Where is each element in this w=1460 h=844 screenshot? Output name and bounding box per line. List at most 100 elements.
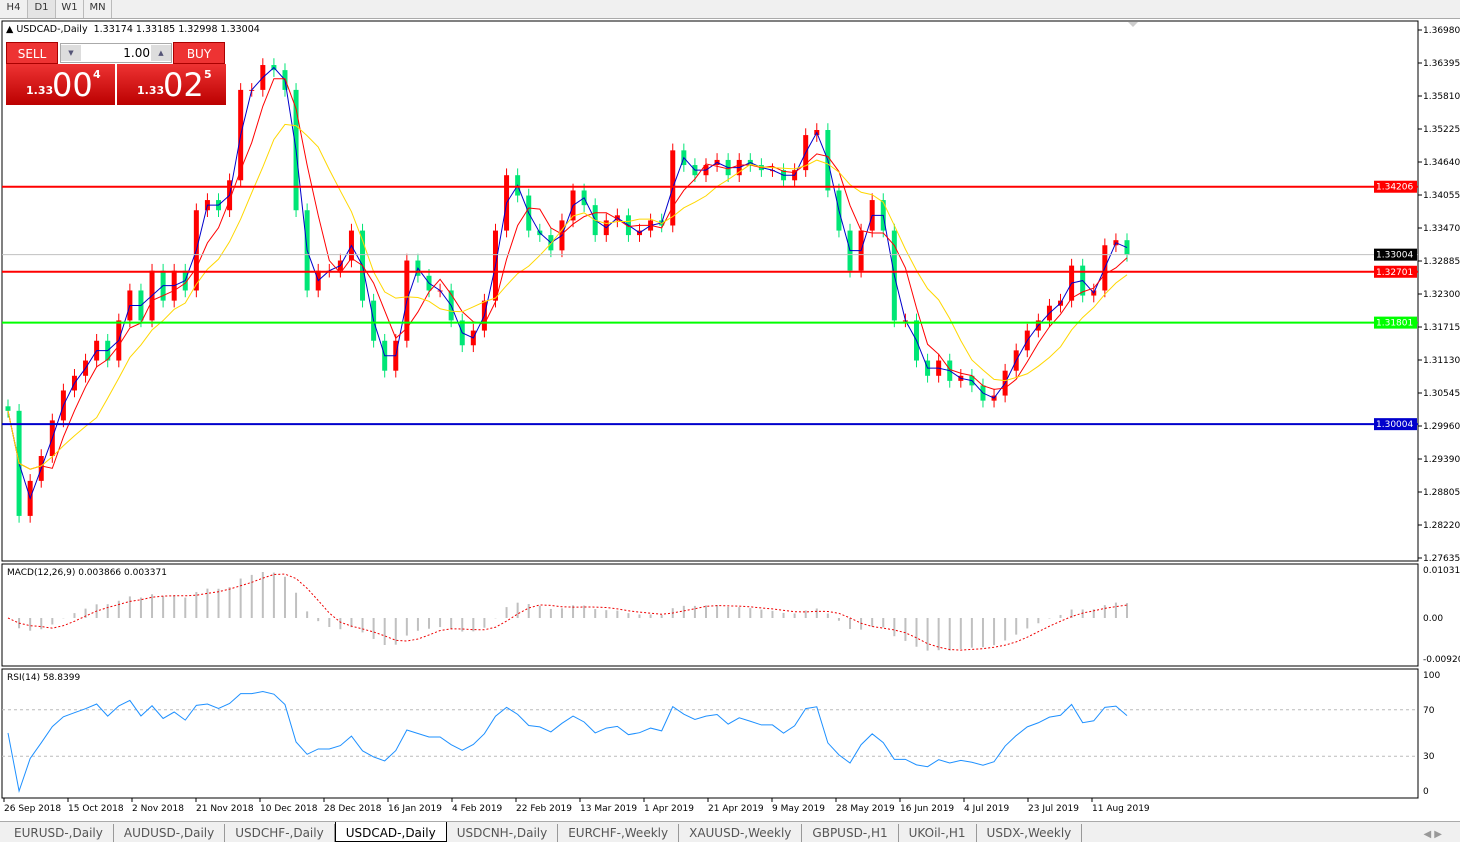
chart-tab[interactable]: XAUUSD-,Weekly xyxy=(679,824,803,842)
chart-tab[interactable]: EURCHF-,Weekly xyxy=(558,824,680,842)
x-tick-label: 28 May 2019 xyxy=(836,804,895,814)
x-tick-label: 15 Oct 2018 xyxy=(68,804,124,814)
level-price-label: 1.32701 xyxy=(1376,268,1413,278)
x-tick-label: 22 Feb 2019 xyxy=(516,804,572,814)
buy-price[interactable]: 1.33 02 5 xyxy=(117,64,226,105)
sell-price-pip: 4 xyxy=(93,68,101,81)
main-panel xyxy=(1,20,1419,562)
price-chart[interactable]: 1.36980 1.36395 1.35810 1.35225 1.34640 1.340… xyxy=(0,0,1460,820)
level-price-label: 1.34206 xyxy=(1376,183,1413,193)
x-tick-label: 21 Nov 2018 xyxy=(196,804,254,814)
rsi-tick-label: 30 xyxy=(1423,752,1435,762)
lot-decrease-icon[interactable]: ▼ xyxy=(61,45,81,61)
y-tick-label: 1.27635 xyxy=(1423,554,1460,564)
rsi-tick-label: 0 xyxy=(1423,787,1429,797)
symbol-label: USDCAD-,Daily xyxy=(16,24,88,35)
timeframe-d1[interactable]: D1 xyxy=(28,0,56,18)
y-tick-label: 1.29390 xyxy=(1423,455,1460,465)
x-tick-label: 16 Jan 2019 xyxy=(388,804,442,814)
level-price-badge xyxy=(1374,418,1417,431)
y-tick-label: 1.32300 xyxy=(1423,290,1460,300)
chart-title: ▲ USDCAD-,Daily 1.33174 1.33185 1.32998 … xyxy=(6,24,260,35)
chart-tab[interactable]: EURUSD-,Daily xyxy=(4,824,114,842)
buy-price-prefix: 1.33 xyxy=(137,84,165,97)
chart-tab[interactable]: USDCAD-,Daily xyxy=(334,822,447,842)
x-tick-label: 10 Dec 2018 xyxy=(260,804,318,814)
chart-tab[interactable]: UKOil-,H1 xyxy=(899,824,977,842)
timeframe-h4[interactable]: H4 xyxy=(0,0,28,18)
rsi-tick-label: 70 xyxy=(1423,706,1435,716)
timeframe-mn[interactable]: MN xyxy=(84,0,112,18)
rsi-tick-label: 100 xyxy=(1423,671,1440,681)
x-tick-label: 4 Jul 2019 xyxy=(964,804,1009,814)
macd-tick-label: 0.00 xyxy=(1423,614,1443,624)
buy-button[interactable]: BUY xyxy=(173,42,225,64)
timeframe-w1[interactable]: W1 xyxy=(56,0,84,18)
y-tick-label: 1.33470 xyxy=(1423,224,1460,234)
sell-price[interactable]: 1.33 00 4 xyxy=(6,64,115,105)
chart-tab[interactable]: GBPUSD-,H1 xyxy=(802,824,899,842)
level-price-label: 1.31801 xyxy=(1376,319,1413,329)
timeframe-toolbar: H4 D1 W1 MN xyxy=(0,0,1460,19)
macd-label: MACD(12,26,9) 0.003866 0.003371 xyxy=(7,568,167,578)
x-tick-label: 13 Mar 2019 xyxy=(580,804,637,814)
ma-mid-line xyxy=(7,78,1128,470)
sell-price-big: 00 xyxy=(52,66,93,104)
y-tick-label: 1.36395 xyxy=(1423,59,1460,69)
chart-tab[interactable]: USDCNH-,Daily xyxy=(447,824,559,842)
x-tick-label: 4 Feb 2019 xyxy=(452,804,503,814)
x-tick-label: 23 Jul 2019 xyxy=(1028,804,1079,814)
chart-tab[interactable]: AUDUSD-,Daily xyxy=(114,824,226,842)
candle xyxy=(5,406,11,411)
y-tick-label: 1.35810 xyxy=(1423,92,1460,102)
level-price-label: 1.30004 xyxy=(1376,420,1413,430)
current-price-badge xyxy=(1374,248,1417,261)
sell-price-prefix: 1.33 xyxy=(26,84,54,97)
x-tick-label: 9 May 2019 xyxy=(772,804,825,814)
rsi-label: RSI(14) 58.8399 xyxy=(7,673,80,683)
y-tick-label: 1.35225 xyxy=(1423,125,1460,135)
level-price-badge xyxy=(1374,316,1417,329)
level-price-badge xyxy=(1374,265,1417,278)
y-tick-label: 1.30545 xyxy=(1423,389,1460,399)
level-price-badge xyxy=(1374,180,1417,193)
y-tick-label: 1.31715 xyxy=(1423,323,1460,333)
tab-scroll-arrows-icon[interactable]: ◀ ▶ xyxy=(1423,829,1442,840)
chart-tab[interactable]: USDCHF-,Daily xyxy=(225,824,335,842)
macd-panel xyxy=(1,563,1419,667)
rsi-line xyxy=(7,691,1128,793)
chart-tab[interactable]: USDX-,Weekly xyxy=(977,824,1083,842)
ma-slow-line xyxy=(7,123,1128,470)
y-tick-label: 1.36980 xyxy=(1423,26,1460,36)
macd-tick-label: -0.009203 xyxy=(1423,655,1460,665)
ma-fast-line xyxy=(7,66,1128,500)
y-tick-label: 1.28805 xyxy=(1423,488,1460,498)
chart-shift-icon xyxy=(1128,22,1138,27)
chart-tabs: EURUSD-,Daily AUDUSD-,Daily USDCHF-,Daily U… xyxy=(0,821,1460,842)
x-tick-label: 26 Sep 2018 xyxy=(4,804,61,814)
rsi-panel xyxy=(1,668,1419,799)
y-tick-label: 1.28220 xyxy=(1423,521,1460,531)
x-tick-label: 2 Nov 2018 xyxy=(132,804,184,814)
x-tick-label: 1 Apr 2019 xyxy=(644,804,694,814)
y-tick-label: 1.34640 xyxy=(1423,158,1460,168)
y-tick-label: 1.32885 xyxy=(1423,257,1460,267)
x-tick-label: 16 Jun 2019 xyxy=(900,804,954,814)
ohlc-readout: 1.33174 1.33185 1.32998 1.33004 xyxy=(93,24,260,35)
macd-tick-label: 0.010311 xyxy=(1423,566,1460,576)
lot-input[interactable] xyxy=(82,45,150,61)
buy-price-big: 02 xyxy=(163,66,204,104)
y-tick-label: 1.34055 xyxy=(1423,191,1460,201)
buy-price-pip: 5 xyxy=(204,68,212,81)
x-tick-label: 21 Apr 2019 xyxy=(708,804,764,814)
lot-stepper: ▼ ▲ xyxy=(60,43,172,63)
lot-increase-icon[interactable]: ▲ xyxy=(151,45,171,61)
y-tick-label: 1.31130 xyxy=(1423,356,1460,366)
current-price-label: 1.33004 xyxy=(1376,251,1413,261)
y-tick-label: 1.29960 xyxy=(1423,422,1460,432)
sell-button[interactable]: SELL xyxy=(6,42,58,64)
x-tick-label: 28 Dec 2018 xyxy=(324,804,382,814)
x-tick-label: 11 Aug 2019 xyxy=(1092,804,1150,814)
macd-signal-line xyxy=(7,573,1128,651)
